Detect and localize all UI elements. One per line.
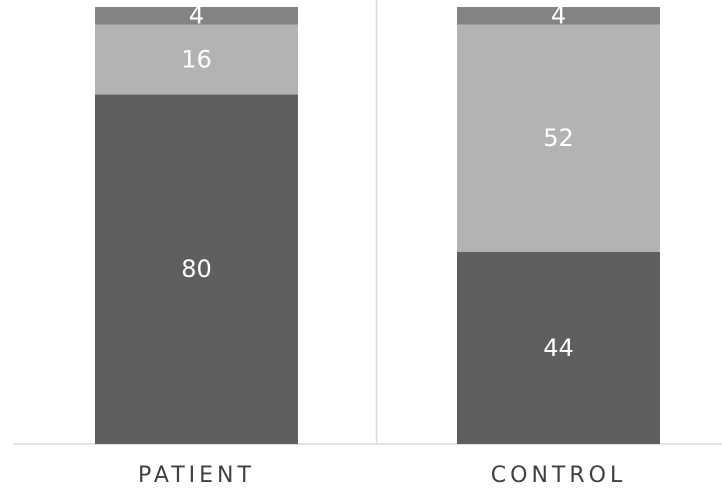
- bar-segment-patient-1: [95, 24, 298, 95]
- labels-layer: 80 16 4 PATIENT 44 52 4 CONTROL: [138, 2, 626, 488]
- data-label-control-1: 52: [543, 124, 574, 152]
- category-label-control: CONTROL: [491, 463, 626, 488]
- bar-segment-control-0: [457, 251, 660, 444]
- bar-segment-patient-0: [95, 94, 298, 445]
- bar-segment-control-1: [457, 24, 660, 252]
- bar-segment-control-2: [457, 7, 660, 25]
- category-label-patient: PATIENT: [138, 463, 255, 488]
- data-label-control-2: 4: [551, 2, 566, 30]
- data-label-patient-2: 4: [189, 2, 204, 30]
- data-label-control-0: 44: [543, 334, 574, 362]
- data-label-patient-0: 80: [181, 255, 212, 283]
- bars-layer: [95, 7, 660, 445]
- data-label-patient-1: 16: [181, 45, 212, 73]
- bar-segment-patient-2: [95, 7, 298, 25]
